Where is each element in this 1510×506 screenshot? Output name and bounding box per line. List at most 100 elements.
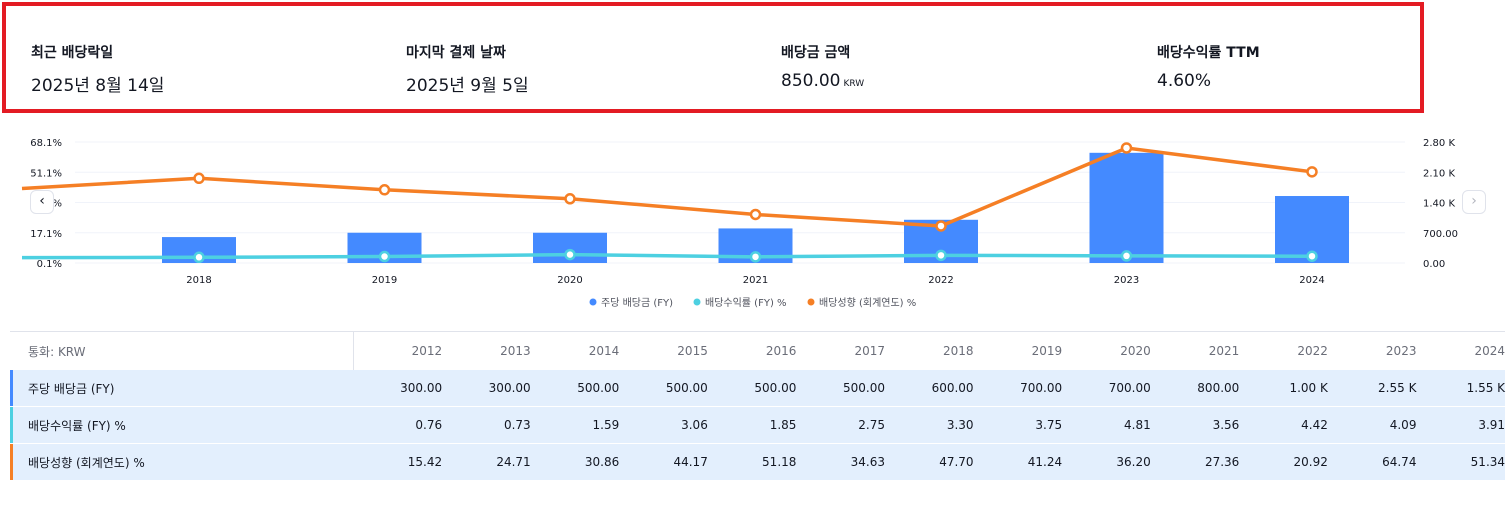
left-axis-tick: 51.1% <box>30 168 62 179</box>
table-cell: 1.00 K <box>1289 381 1328 395</box>
table-row-dividend-per-share: 주당 배당금 (FY) 300.00 300.00 500.00 500.00 … <box>10 370 1505 407</box>
dividend-yield-point <box>1306 250 1318 262</box>
right-axis-tick: 2.80 K <box>1423 138 1455 149</box>
table-cell: 44.17 <box>673 455 708 469</box>
table-cell: 24.71 <box>496 455 531 469</box>
payout-ratio-point <box>935 220 947 232</box>
table-row-dividend-yield: 배당수익률 (FY) % 0.76 0.73 1.59 3.06 1.85 2.… <box>10 407 1505 444</box>
x-axis-label: 2018 <box>186 275 211 286</box>
year-header: 2013 <box>500 344 531 358</box>
table-cell: 64.74 <box>1382 455 1417 469</box>
left-axis-tick: 17.1% <box>30 229 62 240</box>
table-cell: 700.00 <box>1108 381 1151 395</box>
table-cell: 1.59 <box>592 418 620 432</box>
right-axis-tick: 2.10 K <box>1423 168 1455 179</box>
dividend-yield-line <box>21 252 1313 260</box>
table-cell: 3.91 <box>1478 418 1506 432</box>
table-cell: 1.85 <box>769 418 797 432</box>
table-cell: 36.20 <box>1116 455 1151 469</box>
table-header-row: 통화: KRW 2012 2013 2014 2015 2016 2017 20… <box>10 332 1505 370</box>
x-axis-label: 2023 <box>1114 275 1139 286</box>
legend-label: 배당성향 (회계연도) % <box>819 297 916 309</box>
table-cell: 30.86 <box>584 455 620 469</box>
x-axis-label: 2019 <box>372 275 397 286</box>
table-cell: 27.36 <box>1204 455 1240 469</box>
payout-ratio-line <box>21 146 1313 228</box>
table-cell: 51.34 <box>1470 455 1506 469</box>
dividend-yield-point <box>935 249 947 262</box>
legend-dot <box>589 298 597 306</box>
dividend-yield-ttm-value: 4.60% <box>1157 71 1212 91</box>
table-cell: 3.06 <box>681 418 708 432</box>
table-cell: 4.81 <box>1124 418 1151 432</box>
year-header: 2012 <box>411 344 443 358</box>
table-cell: 3.30 <box>946 418 974 432</box>
payout-ratio-point <box>193 172 205 185</box>
legend-dot <box>693 298 701 306</box>
table-cell: 4.42 <box>1301 418 1328 432</box>
right-axis-tick: 1.40 K <box>1423 199 1455 210</box>
table-cell: 1.55 K <box>1466 381 1506 395</box>
year-header: 2014 <box>588 344 620 358</box>
dividend-bar <box>1089 152 1164 263</box>
dividend-chart-svg: 68.1%2.80 K51.1%2.10 K34.1%1.40 K17.1%70… <box>21 138 1458 309</box>
dividend-amount-number: 850.00 <box>781 71 841 91</box>
table-cell: 500.00 <box>665 381 708 395</box>
table-cell: 3.75 <box>1035 418 1063 432</box>
legend-label: 배당수익률 (FY) % <box>705 297 787 309</box>
payout-ratio-point <box>378 184 391 196</box>
dividend-yield-point <box>749 251 762 263</box>
table-cell: 34.63 <box>850 455 885 469</box>
year-header: 2024 <box>1474 344 1506 358</box>
table-cell: 500.00 <box>754 381 797 395</box>
table-cell: 2.75 <box>858 418 885 432</box>
table-cell: 15.42 <box>407 455 443 469</box>
table-cell: 4.09 <box>1389 418 1417 432</box>
payout-ratio-point <box>564 193 576 205</box>
table-cell: 0.73 <box>503 418 531 432</box>
year-header: 2015 <box>677 344 708 358</box>
right-axis-tick: 0.00 <box>1423 259 1445 270</box>
table-cell: 700.00 <box>1020 381 1063 395</box>
table-cell: 500.00 <box>842 381 885 395</box>
x-axis-label: 2021 <box>743 275 768 286</box>
chart-prev-button[interactable]: ‹ <box>30 190 54 214</box>
ex-dividend-date-label: 최근 배당락일 <box>31 45 114 61</box>
chart-next-button[interactable]: › <box>1462 190 1486 214</box>
currency-label: 통화: KRW <box>10 332 354 370</box>
payout-ratio-point <box>1306 166 1318 178</box>
ex-dividend-date-value: 2025년 8월 14일 <box>31 76 165 96</box>
year-header: 2019 <box>1031 344 1063 358</box>
x-axis-label: 2022 <box>928 275 953 286</box>
table-cell: 41.24 <box>1027 455 1063 469</box>
dividend-amount-unit: KRW <box>843 79 865 89</box>
left-axis-tick: 0.1% <box>37 259 62 270</box>
payout-ratio-point <box>749 208 762 221</box>
x-axis-label: 2020 <box>557 275 582 286</box>
row-label: 배당수익률 (FY) % <box>10 407 354 443</box>
table-cell: 0.76 <box>415 418 443 432</box>
ex-dividend-date-stat: 최근 배당락일 2025년 8월 14일 <box>31 42 164 96</box>
dividend-yield-point <box>564 248 576 261</box>
dividend-yield-ttm-label: 배당수익률 TTM <box>1157 45 1260 61</box>
year-header: 2022 <box>1297 344 1328 358</box>
x-axis-label: 2024 <box>1299 275 1324 286</box>
year-header: 2020 <box>1120 344 1151 358</box>
table-row-payout-ratio: 배당성향 (회계연도) % 15.42 24.71 30.86 44.17 51… <box>10 444 1505 481</box>
table-cell: 500.00 <box>577 381 620 395</box>
table-cell: 2.55 K <box>1378 381 1417 395</box>
table-cell: 300.00 <box>400 381 443 395</box>
legend-dot <box>807 298 815 306</box>
year-header: 2018 <box>943 344 974 358</box>
table-cell: 20.92 <box>1293 455 1328 469</box>
dividend-history-table: 통화: KRW 2012 2013 2014 2015 2016 2017 20… <box>10 331 1505 481</box>
row-label: 주당 배당금 (FY) <box>10 370 354 406</box>
table-cell: 51.18 <box>762 455 797 469</box>
row-label: 배당성향 (회계연도) % <box>10 444 354 480</box>
dividend-summary-panel: 최근 배당락일 2025년 8월 14일 마지막 결제 날짜 2025년 9월 … <box>2 2 1424 113</box>
payment-date-value: 2025년 9월 5일 <box>406 76 529 96</box>
year-header: 2023 <box>1385 344 1417 358</box>
year-header: 2017 <box>854 344 885 358</box>
dividend-history-chart: 68.1%2.80 K51.1%2.10 K34.1%1.40 K17.1%70… <box>0 125 1510 320</box>
year-header: 2021 <box>1208 344 1240 358</box>
